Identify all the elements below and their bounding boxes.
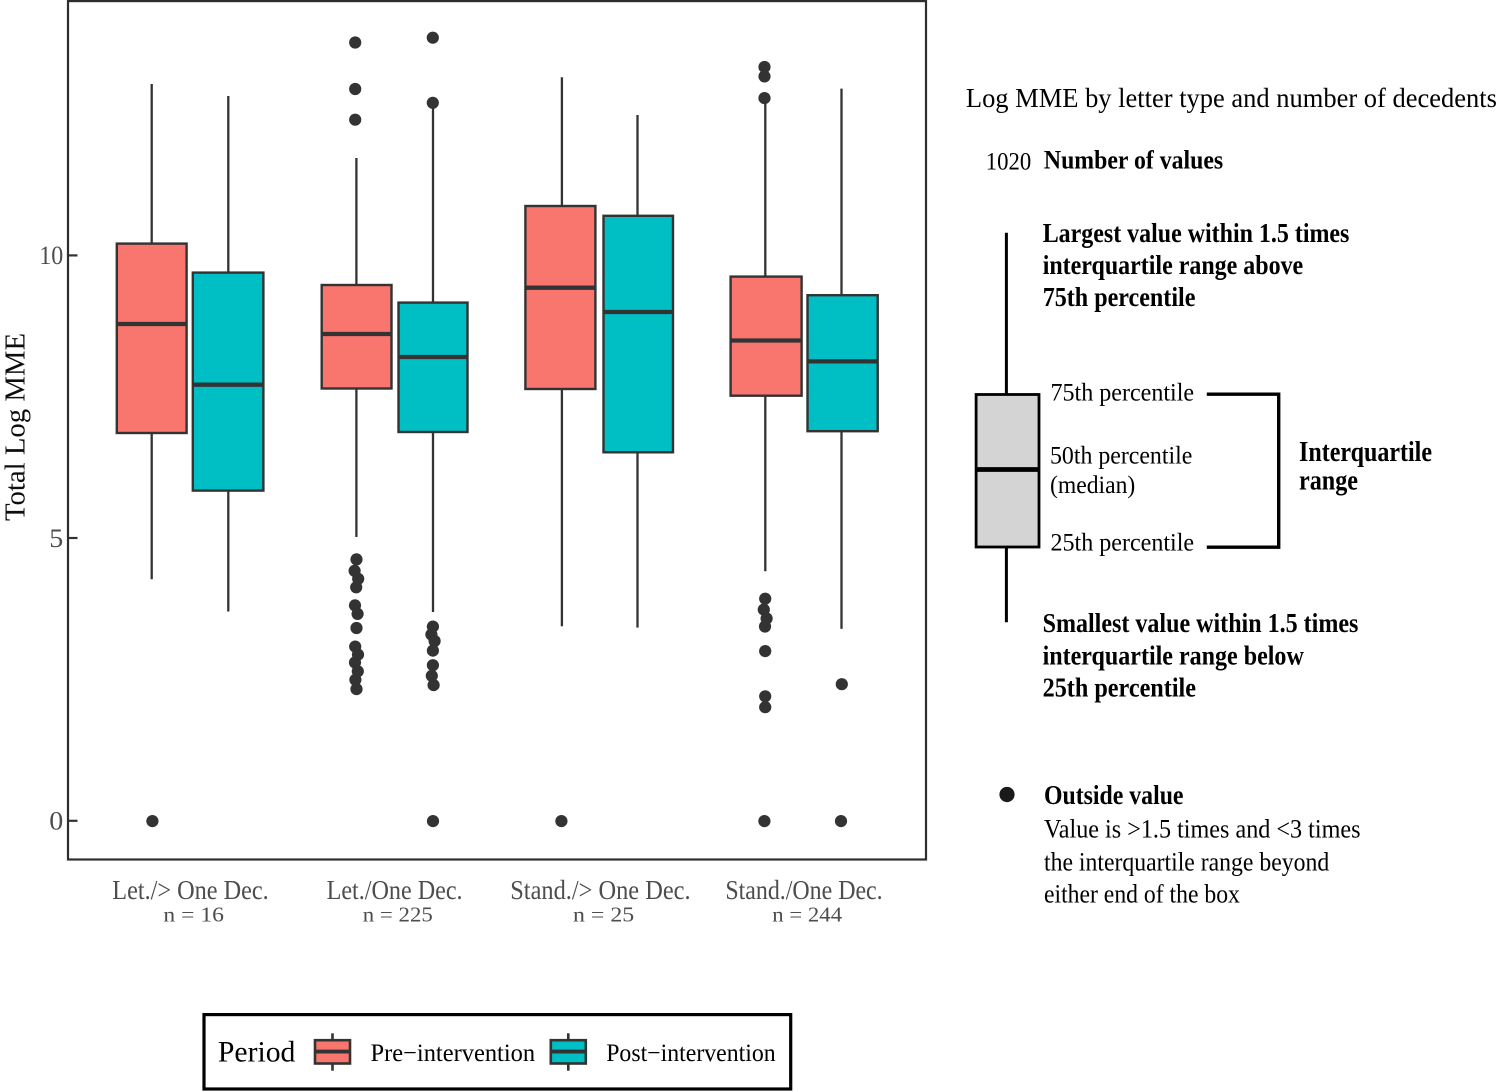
svg-text:n = 225: n = 225 <box>363 903 433 927</box>
svg-text:Post−intervention: Post−intervention <box>606 1038 776 1067</box>
svg-text:75th percentile: 75th percentile <box>1043 282 1196 312</box>
svg-text:Smallest value within 1.5 time: Smallest value within 1.5 times <box>1043 608 1359 638</box>
svg-text:1020: 1020 <box>986 146 1031 175</box>
svg-text:50th percentile: 50th percentile <box>1050 442 1192 469</box>
svg-text:Let./One Dec.: Let./One Dec. <box>327 875 463 905</box>
svg-text:Number of values: Number of values <box>1044 145 1223 175</box>
svg-text:Stand./> One Dec.: Stand./> One Dec. <box>510 875 690 905</box>
svg-text:Stand./One Dec.: Stand./One Dec. <box>725 875 882 905</box>
svg-text:n = 244: n = 244 <box>772 903 842 927</box>
svg-text:Period: Period <box>218 1037 296 1069</box>
svg-text:Largest value within 1.5 times: Largest value within 1.5 times <box>1043 218 1350 248</box>
svg-text:interquartile range above: interquartile range above <box>1043 250 1304 280</box>
svg-text:Outside value: Outside value <box>1044 780 1184 810</box>
svg-text:25th percentile: 25th percentile <box>1043 673 1196 703</box>
svg-text:interquartile range below: interquartile range below <box>1043 640 1305 670</box>
svg-text:Pre−intervention: Pre−intervention <box>371 1038 536 1067</box>
svg-text:n = 16: n = 16 <box>163 903 224 927</box>
svg-text:10: 10 <box>39 241 63 270</box>
svg-text:0: 0 <box>49 807 63 836</box>
svg-text:Let./> One Dec.: Let./> One Dec. <box>112 875 269 905</box>
svg-text:Log MME by letter type and num: Log MME by letter type and number of dec… <box>966 83 1497 113</box>
svg-text:(median): (median) <box>1050 472 1135 499</box>
svg-text:either end of the box: either end of the box <box>1044 879 1240 909</box>
svg-text:n = 25: n = 25 <box>573 903 634 927</box>
svg-text:Interquartile: Interquartile <box>1299 437 1432 468</box>
svg-text:range: range <box>1299 465 1358 496</box>
svg-text:5: 5 <box>49 524 63 553</box>
svg-text:Value is >1.5 times and <3 tim: Value is >1.5 times and <3 times <box>1044 813 1361 843</box>
svg-text:Total Log MME: Total Log MME <box>1 333 32 521</box>
svg-text:75th percentile: 75th percentile <box>1051 379 1195 406</box>
svg-text:the interquartile range beyond: the interquartile range beyond <box>1044 846 1329 876</box>
svg-text:25th percentile: 25th percentile <box>1051 529 1195 556</box>
